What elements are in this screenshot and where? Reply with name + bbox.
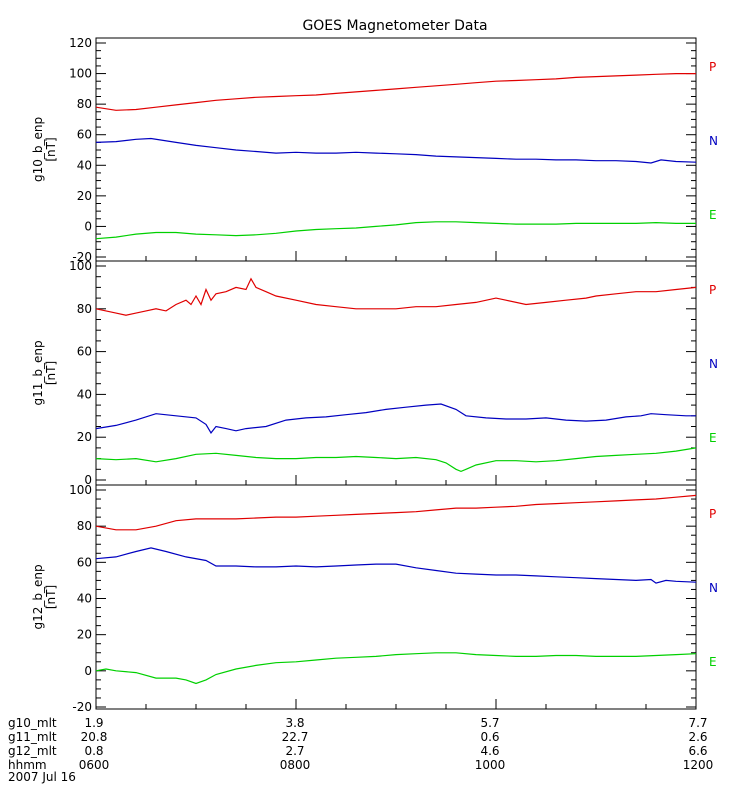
panel-3-frame <box>95 484 697 710</box>
date-label: 2007 Jul 16 <box>8 770 76 784</box>
x-row-label: g12_mlt <box>8 744 57 758</box>
legend-label-E: E <box>709 655 717 669</box>
y-axis-label: g11_b_enp <box>31 340 45 405</box>
series-line-E <box>95 221 696 240</box>
y-tick-label: 0 <box>84 473 92 487</box>
x-row-label: g10_mlt <box>8 716 57 730</box>
y-tick-label: 0 <box>84 664 92 678</box>
panel-1: -20 0 20 40 60 80 100 120 g10_b_enp [nT] P N E <box>31 36 718 264</box>
y-tick-label: 0 <box>84 219 92 233</box>
legend-label-P: P <box>709 507 716 521</box>
y-axis-units: [nT] <box>44 361 58 385</box>
x-row-value: 2.6 <box>688 730 707 744</box>
x-row-value: 0600 <box>79 758 110 772</box>
y-axis-label: g12_b_enp <box>31 564 45 629</box>
legend-label-P: P <box>709 60 716 74</box>
y-tick-label: 40 <box>77 158 92 172</box>
legend-label-N: N <box>709 581 718 595</box>
panel-2: 0 20 40 60 80 100 g11_b_enp [nT] P N E <box>31 259 718 487</box>
x-row-value: 0.8 <box>84 744 103 758</box>
x-row-label: g11_mlt <box>8 730 57 744</box>
legend-label-E: E <box>709 431 717 445</box>
x-row-value: 5.7 <box>480 716 499 730</box>
x-row-value: 22.7 <box>282 730 309 744</box>
x-row-value: 3.8 <box>285 716 304 730</box>
series-line-N <box>95 137 697 164</box>
y-tick-label: 80 <box>77 97 92 111</box>
y-tick-label: 60 <box>77 128 92 142</box>
y-tick-label: 100 <box>69 67 92 81</box>
x-row-value: 1200 <box>683 758 714 772</box>
x-row-value: 7.7 <box>688 716 707 730</box>
legend-label-N: N <box>709 134 718 148</box>
x-row-value: 6.6 <box>688 744 707 758</box>
y-tick-label: 20 <box>77 189 92 203</box>
panel-1-frame <box>95 37 697 262</box>
y-tick-label: -20 <box>72 700 92 714</box>
y-tick-label: 40 <box>77 387 92 401</box>
y-tick-label: 60 <box>77 345 92 359</box>
series-line-P <box>95 73 696 111</box>
legend-label-E: E <box>709 208 717 222</box>
legend-label-P: P <box>709 283 716 297</box>
y-tick-label: 80 <box>77 302 92 316</box>
series-line-N <box>95 547 697 584</box>
series-line-E <box>95 447 697 473</box>
x-row-value: 20.8 <box>81 730 108 744</box>
y-tick-label: -20 <box>72 250 92 264</box>
x-row-value: 1.9 <box>84 716 103 730</box>
series-line-P <box>95 277 697 316</box>
y-tick-label: 60 <box>77 555 92 569</box>
y-axis-units: [nT] <box>44 585 58 609</box>
y-tick-label: 40 <box>77 592 92 606</box>
y-tick-label: 100 <box>69 483 92 497</box>
y-tick-label: 20 <box>77 628 92 642</box>
y-tick-label: 20 <box>77 430 92 444</box>
panel-3: -20 0 20 40 60 80 100 g12_b_enp [nT] P N E <box>31 483 718 714</box>
y-axis-units: [nT] <box>44 137 58 161</box>
x-row-label: hhmm <box>8 758 47 772</box>
chart-title: GOES Magnetometer Data <box>302 18 487 34</box>
x-row-value: 4.6 <box>480 744 499 758</box>
x-row-value: 1000 <box>475 758 506 772</box>
series-line-N <box>95 403 696 434</box>
x-row-value: 2.7 <box>285 744 304 758</box>
y-tick-label: 120 <box>69 36 92 50</box>
x-axis-label-table: g10_mlt 1.9 3.8 5.7 7.7 g11_mlt 20.8 22.7 0.6 2.6… <box>8 716 713 772</box>
legend-label-N: N <box>709 357 718 371</box>
series-line-P <box>95 494 697 531</box>
x-row-value: 0.6 <box>480 730 499 744</box>
x-row-value: 0800 <box>280 758 311 772</box>
y-axis-label: g10_b_enp <box>31 117 45 182</box>
series-line-E <box>95 652 697 685</box>
y-tick-label: 100 <box>69 259 92 273</box>
y-tick-label: 80 <box>77 519 92 533</box>
